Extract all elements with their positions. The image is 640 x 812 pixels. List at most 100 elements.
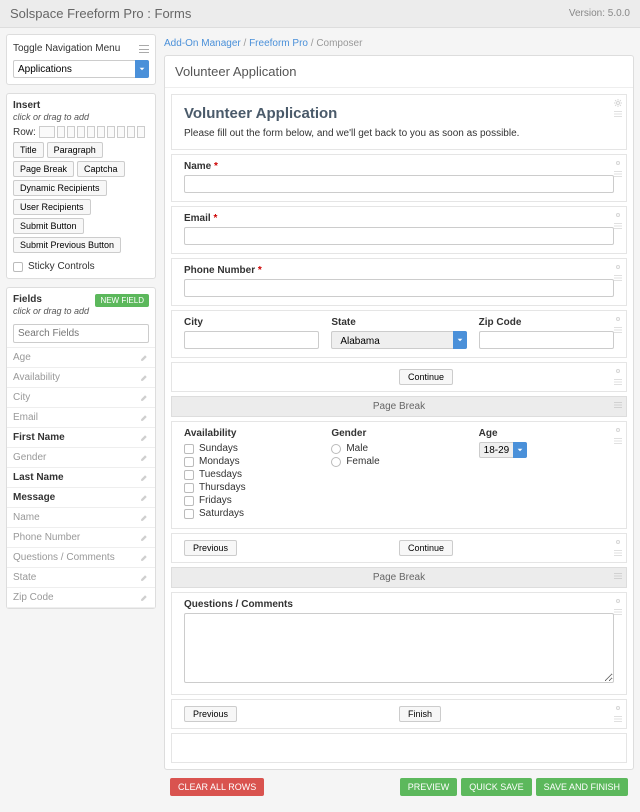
checkbox-icon[interactable] bbox=[184, 509, 194, 519]
field-row-address[interactable]: City State Alabama Zip Code bbox=[171, 310, 627, 358]
insert-pagebreak-button[interactable]: Page Break bbox=[13, 161, 74, 177]
edit-icon[interactable] bbox=[140, 593, 149, 602]
field-list-item[interactable]: City bbox=[7, 388, 155, 408]
nav-row-prev-continue[interactable]: Previous Continue bbox=[171, 533, 627, 563]
edit-icon[interactable] bbox=[140, 373, 149, 382]
checkbox-icon[interactable] bbox=[184, 444, 194, 454]
quick-save-button[interactable]: QUICK SAVE bbox=[461, 778, 531, 796]
gear-icon[interactable] bbox=[614, 263, 622, 271]
new-field-button[interactable]: NEW FIELD bbox=[95, 294, 149, 307]
field-list-item[interactable]: State bbox=[7, 568, 155, 588]
field-list-item[interactable]: Last Name bbox=[7, 468, 155, 488]
clear-all-rows-button[interactable]: CLEAR ALL ROWS bbox=[170, 778, 264, 796]
grip-icon[interactable] bbox=[614, 222, 622, 230]
save-finish-button[interactable]: SAVE AND FINISH bbox=[536, 778, 628, 796]
radio-icon[interactable] bbox=[331, 457, 341, 467]
field-list-item[interactable]: Age bbox=[7, 348, 155, 368]
row-layout-picker[interactable] bbox=[39, 126, 145, 138]
grip-icon[interactable] bbox=[614, 170, 622, 178]
insert-user-recipients-button[interactable]: User Recipients bbox=[13, 199, 91, 215]
form-header-block[interactable]: Volunteer Application Please fill out th… bbox=[171, 94, 627, 150]
toggle-nav-label[interactable]: Toggle Navigation Menu bbox=[13, 43, 120, 54]
module-select[interactable]: Applications bbox=[13, 60, 149, 78]
edit-icon[interactable] bbox=[140, 433, 149, 442]
checkbox-icon[interactable] bbox=[184, 457, 194, 467]
edit-icon[interactable] bbox=[140, 553, 149, 562]
field-list-item[interactable]: Zip Code bbox=[7, 588, 155, 608]
checkbox-icon[interactable] bbox=[184, 470, 194, 480]
field-row-phone[interactable]: Phone Number * bbox=[171, 258, 627, 306]
continue-button[interactable]: Continue bbox=[399, 540, 453, 556]
edit-icon[interactable] bbox=[140, 393, 149, 402]
edit-icon[interactable] bbox=[140, 353, 149, 362]
availability-option[interactable]: Tuesdays bbox=[184, 468, 319, 481]
availability-option[interactable]: Sundays bbox=[184, 442, 319, 455]
sticky-controls-checkbox[interactable] bbox=[13, 262, 23, 272]
insert-paragraph-button[interactable]: Paragraph bbox=[47, 142, 103, 158]
gear-icon[interactable] bbox=[614, 211, 622, 219]
breadcrumb-addon[interactable]: Add-On Manager bbox=[164, 38, 241, 49]
edit-icon[interactable] bbox=[140, 493, 149, 502]
grip-icon[interactable] bbox=[614, 326, 622, 334]
phone-input[interactable] bbox=[184, 279, 614, 297]
email-input[interactable] bbox=[184, 227, 614, 245]
state-select[interactable]: Alabama bbox=[331, 331, 466, 349]
grip-icon[interactable] bbox=[614, 110, 622, 118]
gear-icon[interactable] bbox=[614, 426, 622, 434]
empty-row[interactable] bbox=[171, 733, 627, 763]
preview-button[interactable]: PREVIEW bbox=[400, 778, 458, 796]
field-list-item[interactable]: First Name bbox=[7, 428, 155, 448]
availability-option[interactable]: Thursdays bbox=[184, 481, 319, 494]
edit-icon[interactable] bbox=[140, 413, 149, 422]
grip-icon[interactable] bbox=[614, 549, 622, 557]
questions-textarea[interactable] bbox=[184, 613, 614, 683]
gear-icon[interactable] bbox=[614, 597, 622, 605]
insert-title-button[interactable]: Title bbox=[13, 142, 44, 158]
grip-icon[interactable] bbox=[614, 572, 622, 580]
field-list-item[interactable]: Name bbox=[7, 508, 155, 528]
gear-icon[interactable] bbox=[614, 315, 622, 323]
previous-button[interactable]: Previous bbox=[184, 706, 237, 722]
edit-icon[interactable] bbox=[140, 473, 149, 482]
grip-icon[interactable] bbox=[614, 378, 622, 386]
radio-icon[interactable] bbox=[331, 444, 341, 454]
gear-icon[interactable] bbox=[614, 704, 622, 712]
grip-icon[interactable] bbox=[614, 715, 622, 723]
insert-submit-previous-button[interactable]: Submit Previous Button bbox=[13, 237, 121, 253]
gear-icon[interactable] bbox=[614, 159, 622, 167]
availability-option[interactable]: Saturdays bbox=[184, 507, 319, 520]
field-list-item[interactable]: Message bbox=[7, 488, 155, 508]
field-row-questions[interactable]: Questions / Comments bbox=[171, 592, 627, 695]
edit-icon[interactable] bbox=[140, 513, 149, 522]
grip-icon[interactable] bbox=[614, 437, 622, 445]
gear-icon[interactable] bbox=[614, 538, 622, 546]
search-fields-input[interactable] bbox=[13, 324, 149, 343]
grip-icon[interactable] bbox=[614, 608, 622, 616]
zip-input[interactable] bbox=[479, 331, 614, 349]
field-list-item[interactable]: Availability bbox=[7, 368, 155, 388]
field-row-demographics[interactable]: Availability SundaysMondaysTuesdaysThurs… bbox=[171, 421, 627, 529]
availability-option[interactable]: Fridays bbox=[184, 494, 319, 507]
availability-option[interactable]: Mondays bbox=[184, 455, 319, 468]
hamburger-icon[interactable] bbox=[139, 45, 149, 53]
field-list-item[interactable]: Questions / Comments bbox=[7, 548, 155, 568]
gender-option[interactable]: Female bbox=[331, 455, 466, 468]
gender-option[interactable]: Male bbox=[331, 442, 466, 455]
insert-captcha-button[interactable]: Captcha bbox=[77, 161, 125, 177]
field-row-name[interactable]: Name * bbox=[171, 154, 627, 202]
previous-button[interactable]: Previous bbox=[184, 540, 237, 556]
finish-button[interactable]: Finish bbox=[399, 706, 441, 722]
nav-row-continue-1[interactable]: Continue bbox=[171, 362, 627, 392]
edit-icon[interactable] bbox=[140, 453, 149, 462]
insert-submit-button[interactable]: Submit Button bbox=[13, 218, 84, 234]
insert-dynamic-recipients-button[interactable]: Dynamic Recipients bbox=[13, 180, 107, 196]
checkbox-icon[interactable] bbox=[184, 496, 194, 506]
checkbox-icon[interactable] bbox=[184, 483, 194, 493]
field-row-email[interactable]: Email * bbox=[171, 206, 627, 254]
gear-icon[interactable] bbox=[614, 367, 622, 375]
grip-icon[interactable] bbox=[614, 401, 622, 409]
edit-icon[interactable] bbox=[140, 573, 149, 582]
breadcrumb-freeform[interactable]: Freeform Pro bbox=[249, 38, 308, 49]
field-list-item[interactable]: Phone Number bbox=[7, 528, 155, 548]
continue-button[interactable]: Continue bbox=[399, 369, 453, 385]
